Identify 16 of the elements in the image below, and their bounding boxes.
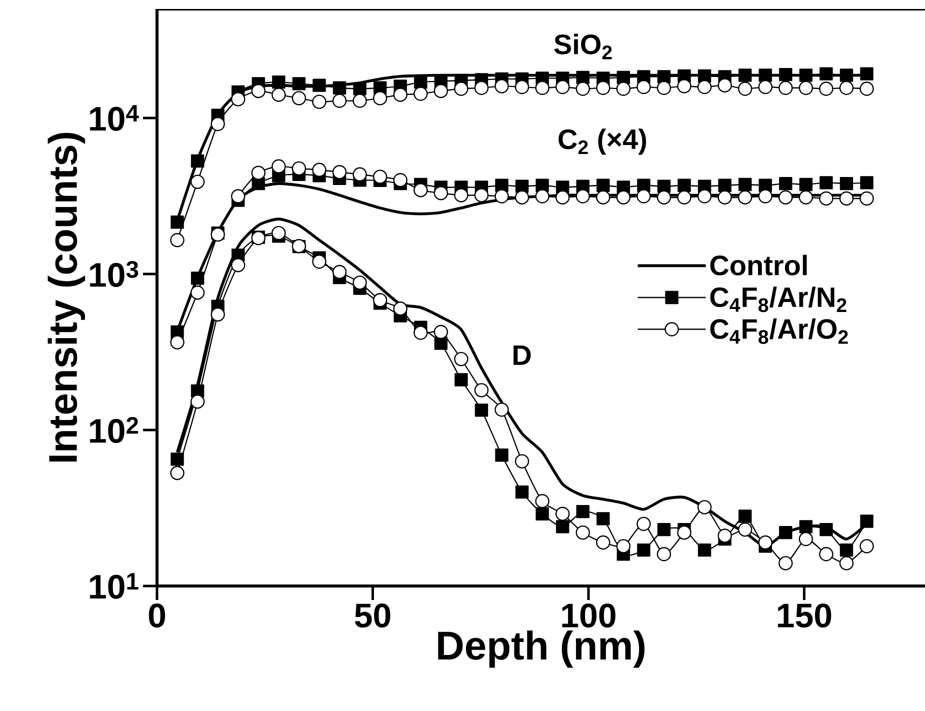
annotation: C$_{2}$ (×4) (558, 128, 646, 155)
x-tick-label: 150 (778, 604, 832, 628)
legend-label: C$_{4}$F$_{8}$/Ar/N$_{2}$ (710, 286, 846, 312)
y-tick-label: 10$^{1}$ (90, 573, 138, 599)
legend-label: C$_{4}$F$_{8}$/Ar/O$_{2}$ (710, 318, 848, 344)
y-tick-label: 10$^{3}$ (90, 261, 138, 287)
annotation: D (514, 346, 531, 365)
x-tick-label: 0 (148, 604, 166, 628)
y-tick-label: 10$^{2}$ (90, 417, 138, 443)
y-axis-title: Intensity (counts) (48, 132, 86, 462)
y-tick-label: 10$^{4}$ (90, 105, 139, 131)
legend-label: Control (710, 254, 807, 276)
x-axis-title: Depth (nm) (438, 630, 645, 668)
annotation: SiO$_{2}$ (554, 34, 612, 60)
x-tick-label: 50 (354, 604, 390, 628)
x-tick-label: 100 (562, 604, 616, 628)
